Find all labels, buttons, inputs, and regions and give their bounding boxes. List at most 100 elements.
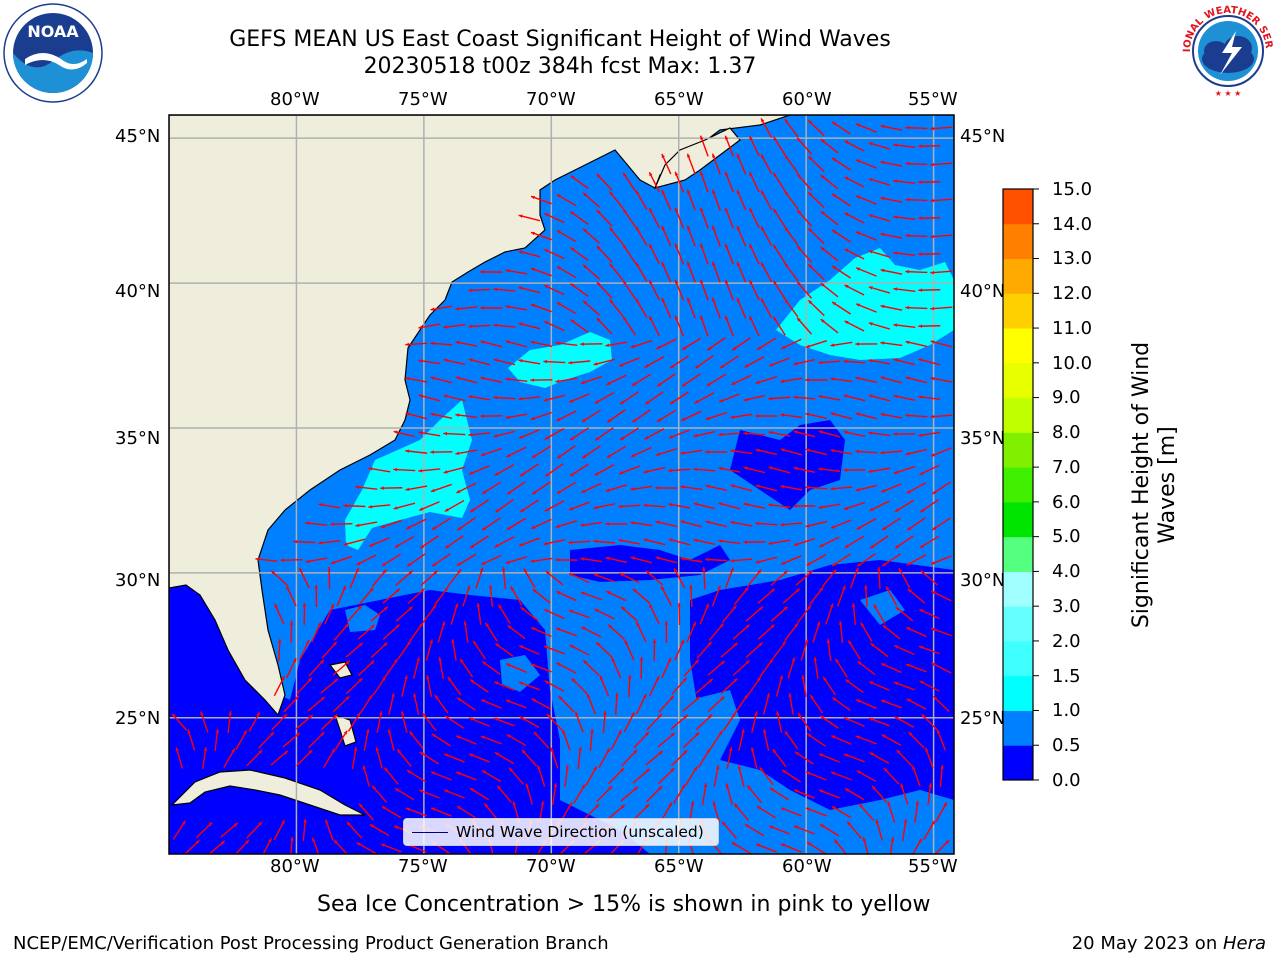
direction-arrow xyxy=(918,288,941,292)
direction-arrow xyxy=(552,783,558,805)
direction-arrow xyxy=(784,730,799,750)
direction-arrow xyxy=(906,554,927,566)
direction-arrow xyxy=(693,467,716,472)
direction-arrow xyxy=(711,261,721,283)
direction-arrow xyxy=(643,503,666,508)
direction-arrow xyxy=(497,604,511,624)
direction-arrow xyxy=(661,225,672,247)
colorbar-tick: 11.0 xyxy=(1052,318,1093,339)
direction-arrow xyxy=(208,840,226,854)
direction-arrow xyxy=(793,789,815,799)
direction-arrow xyxy=(858,803,875,821)
direction-arrow xyxy=(713,765,720,787)
direction-arrow xyxy=(580,342,603,346)
direction-arrow xyxy=(518,681,540,691)
direction-arrow xyxy=(175,747,184,769)
direction-arrow xyxy=(757,588,776,604)
direction-arrow xyxy=(555,558,578,562)
direction-arrow xyxy=(807,191,825,209)
direction-arrow xyxy=(768,430,791,437)
direction-arrow xyxy=(923,820,936,840)
colorbar-tick: 13.0 xyxy=(1052,248,1093,269)
direction-arrow xyxy=(481,769,502,783)
direction-arrow xyxy=(248,712,261,732)
lon-tick-bottom: 65°W xyxy=(654,856,704,877)
direction-arrow xyxy=(805,485,828,490)
direction-arrow xyxy=(530,267,552,277)
direction-arrow xyxy=(581,445,601,459)
direction-arrow xyxy=(780,555,802,565)
direction-arrow xyxy=(455,306,478,311)
direction-arrow xyxy=(594,391,615,405)
direction-arrow xyxy=(606,409,626,423)
direction-arrow xyxy=(323,748,336,768)
direction-arrow xyxy=(787,657,796,679)
direction-arrow xyxy=(532,588,551,604)
direction-arrow xyxy=(520,606,539,622)
direction-arrow xyxy=(718,466,741,473)
legend-line-sample xyxy=(412,832,448,833)
direction-arrow xyxy=(370,606,389,622)
direction-arrow xyxy=(645,750,664,766)
direction-arrow xyxy=(674,279,685,301)
colorbar-bin xyxy=(1003,640,1033,677)
direction-arrow xyxy=(630,556,653,564)
direction-arrow xyxy=(419,751,440,765)
direction-arrow xyxy=(347,712,361,732)
direction-arrow xyxy=(919,535,940,549)
direction-arrow xyxy=(720,678,738,694)
direction-arrow xyxy=(298,567,310,589)
colorbar-tick: 10.0 xyxy=(1052,353,1093,374)
direction-arrow xyxy=(596,173,613,191)
direction-arrow xyxy=(674,315,685,337)
direction-arrow xyxy=(919,499,939,513)
direction-arrow xyxy=(570,318,589,334)
direction-arrow xyxy=(631,446,652,458)
direction-arrow xyxy=(582,192,601,208)
direction-arrow xyxy=(544,680,565,692)
direction-arrow xyxy=(506,446,527,458)
direction-arrow xyxy=(784,622,799,642)
direction-arrow xyxy=(686,225,696,247)
direction-arrow xyxy=(602,710,607,734)
colorbar-tick: 12.0 xyxy=(1052,283,1093,304)
direction-arrow xyxy=(586,693,597,715)
direction-arrow xyxy=(202,747,208,769)
direction-arrow xyxy=(431,553,451,567)
direction-arrow xyxy=(283,695,300,713)
direction-arrow xyxy=(734,694,749,714)
direction-arrow xyxy=(443,431,466,436)
direction-arrow xyxy=(544,500,565,512)
direction-arrow xyxy=(412,657,420,679)
direction-arrow xyxy=(845,678,864,694)
direction-arrow xyxy=(393,502,416,510)
direction-arrow xyxy=(868,322,891,330)
direction-arrow xyxy=(805,448,828,456)
direction-arrow xyxy=(581,409,602,423)
direction-arrow xyxy=(844,248,865,260)
direction-arrow xyxy=(394,787,415,801)
direction-arrow xyxy=(694,392,715,404)
direction-arrow xyxy=(868,717,890,727)
direction-arrow xyxy=(880,662,902,674)
direction-arrow xyxy=(543,538,566,546)
direction-arrow xyxy=(775,675,783,697)
direction-arrow xyxy=(358,587,374,605)
direction-arrow xyxy=(893,394,916,402)
direction-arrow xyxy=(830,448,853,455)
direction-arrow xyxy=(772,640,787,660)
colorbar-bin xyxy=(1003,501,1033,538)
colorbar-frame xyxy=(1002,188,1034,781)
direction-arrow xyxy=(618,465,640,475)
direction-arrow xyxy=(381,805,402,819)
direction-arrow xyxy=(585,766,598,786)
direction-arrow xyxy=(580,375,602,385)
direction-arrow xyxy=(772,748,787,768)
direction-arrow xyxy=(855,484,878,492)
direction-arrow xyxy=(480,376,503,384)
direction-arrow xyxy=(443,466,466,474)
direction-arrow xyxy=(246,821,263,839)
direction-arrow xyxy=(838,620,844,644)
direction-arrow xyxy=(320,713,338,731)
direction-arrow xyxy=(657,767,675,785)
